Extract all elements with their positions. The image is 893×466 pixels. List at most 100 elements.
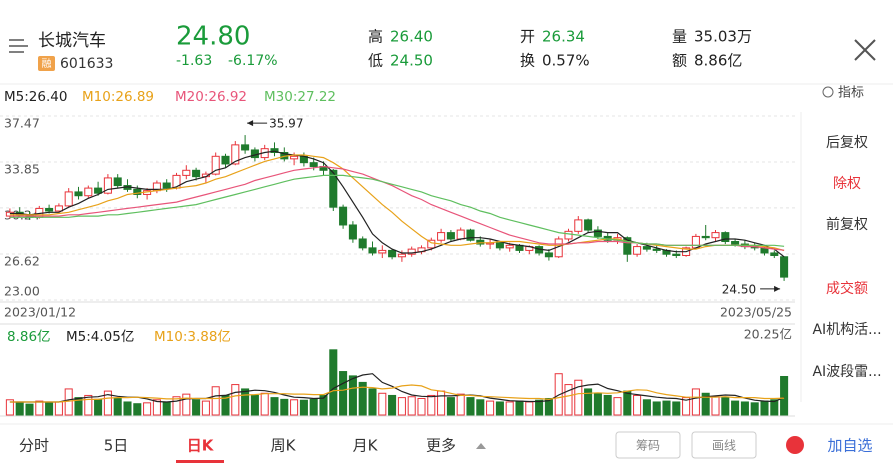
volume-bar [486,400,495,416]
volume-bar [143,402,152,416]
volume-bar [368,388,377,416]
volume-bar [662,400,671,416]
volume-bar [172,396,181,416]
ma-legend: M10:26.89 [82,89,154,105]
stat-label: 开 [520,28,535,46]
candle-body [54,205,63,212]
volume-bar [35,400,44,416]
candle-body [437,232,446,241]
sidebar-item[interactable]: AI机构活... [812,322,881,338]
candle-body [495,242,504,249]
volume-bar [407,396,416,416]
stat-value: 8.86亿 [694,52,742,70]
volume-bar [584,388,593,416]
volume-bar [45,402,54,416]
volume-bar [476,399,485,416]
tab[interactable]: 日K [187,437,215,455]
candle-body [427,239,436,249]
candle-body [290,155,299,160]
candle-body [476,239,485,245]
sidebar-item[interactable]: 除权 [833,176,861,192]
sidebar-item[interactable]: 成交额 [826,280,868,297]
stat-value: 24.50 [390,52,433,70]
volume-bar [270,397,279,416]
volume-bar [544,397,553,416]
volume-bar [505,401,514,416]
active-tab-indicator [176,460,224,463]
candle-body [780,256,789,278]
volume-bar [613,397,622,416]
candle-body [221,155,230,165]
volume-bar [299,399,308,416]
volume-bar [211,386,220,416]
x-label: 2023/05/25 [720,305,792,320]
volume-bar [241,388,250,416]
stock-name: 长城汽车 [38,31,106,51]
volume-bar [574,379,583,416]
volume-bar [456,393,465,416]
candle-body [94,187,103,194]
candle-body [339,206,348,226]
volume-bar [437,390,446,416]
volume-bar [152,399,161,416]
volume-bar [711,396,720,416]
vol-legend: M10:3.88亿 [154,329,231,345]
volume-bar [603,394,612,416]
sidebar-item[interactable]: AI波段雷... [812,364,881,380]
volume-bar [750,402,759,416]
ma-line [9,154,785,252]
candle-body [466,229,475,241]
candle-body [358,238,367,249]
candle-body [633,246,642,255]
ma-line [9,384,785,403]
more-arrow [476,443,486,449]
volume-bar [721,397,730,416]
candle-body [701,235,710,239]
stat-value: 26.34 [542,28,585,46]
candle-body [456,229,465,240]
y-tick-label: 37.47 [4,116,40,131]
menu-icon[interactable] [9,39,28,53]
indicator[interactable]: 指标 [838,86,864,101]
button[interactable]: 画线 [712,439,736,453]
volume-bar [642,399,651,416]
volume-bar [740,401,749,416]
sidebar-item[interactable]: 前复权 [826,216,868,233]
candle-body [64,191,73,207]
sidebar-item[interactable]: 后复权 [826,134,868,151]
tab[interactable]: 分时 [19,437,49,455]
y-tick-label: 23.00 [4,284,40,299]
annotation-arrowhead [247,120,254,127]
volume-bar [25,403,34,416]
tab[interactable]: 5日 [104,437,129,455]
button-frame [615,431,681,459]
close-icon[interactable] [854,39,876,61]
add-icon [786,436,804,454]
volume-bar [495,401,504,416]
badge: 融 [42,58,52,70]
volume-bar [201,400,210,416]
tab[interactable]: 更多 [426,437,456,455]
stock-code: 601633 [60,56,113,72]
volume-bar [760,400,769,416]
volume-bar [309,398,318,416]
volume-bar [84,394,93,416]
volume-bar [113,397,122,416]
candle-body [593,229,602,237]
tab[interactable]: 月K [353,437,379,455]
volume-bar [348,375,357,416]
candle-body [113,177,122,187]
ma-line [9,174,785,247]
candle-body [192,169,201,178]
tab[interactable]: 周K [271,437,297,455]
candle-body [378,249,387,254]
button[interactable]: 筹码 [636,439,660,453]
indicator-icon [822,86,834,98]
candle-body [162,182,171,189]
candle-body [211,155,220,175]
button[interactable]: 加自选 [827,437,872,455]
close-line [854,39,876,61]
vol-legend: 8.86亿 [7,329,51,345]
volume-bar [417,397,426,416]
